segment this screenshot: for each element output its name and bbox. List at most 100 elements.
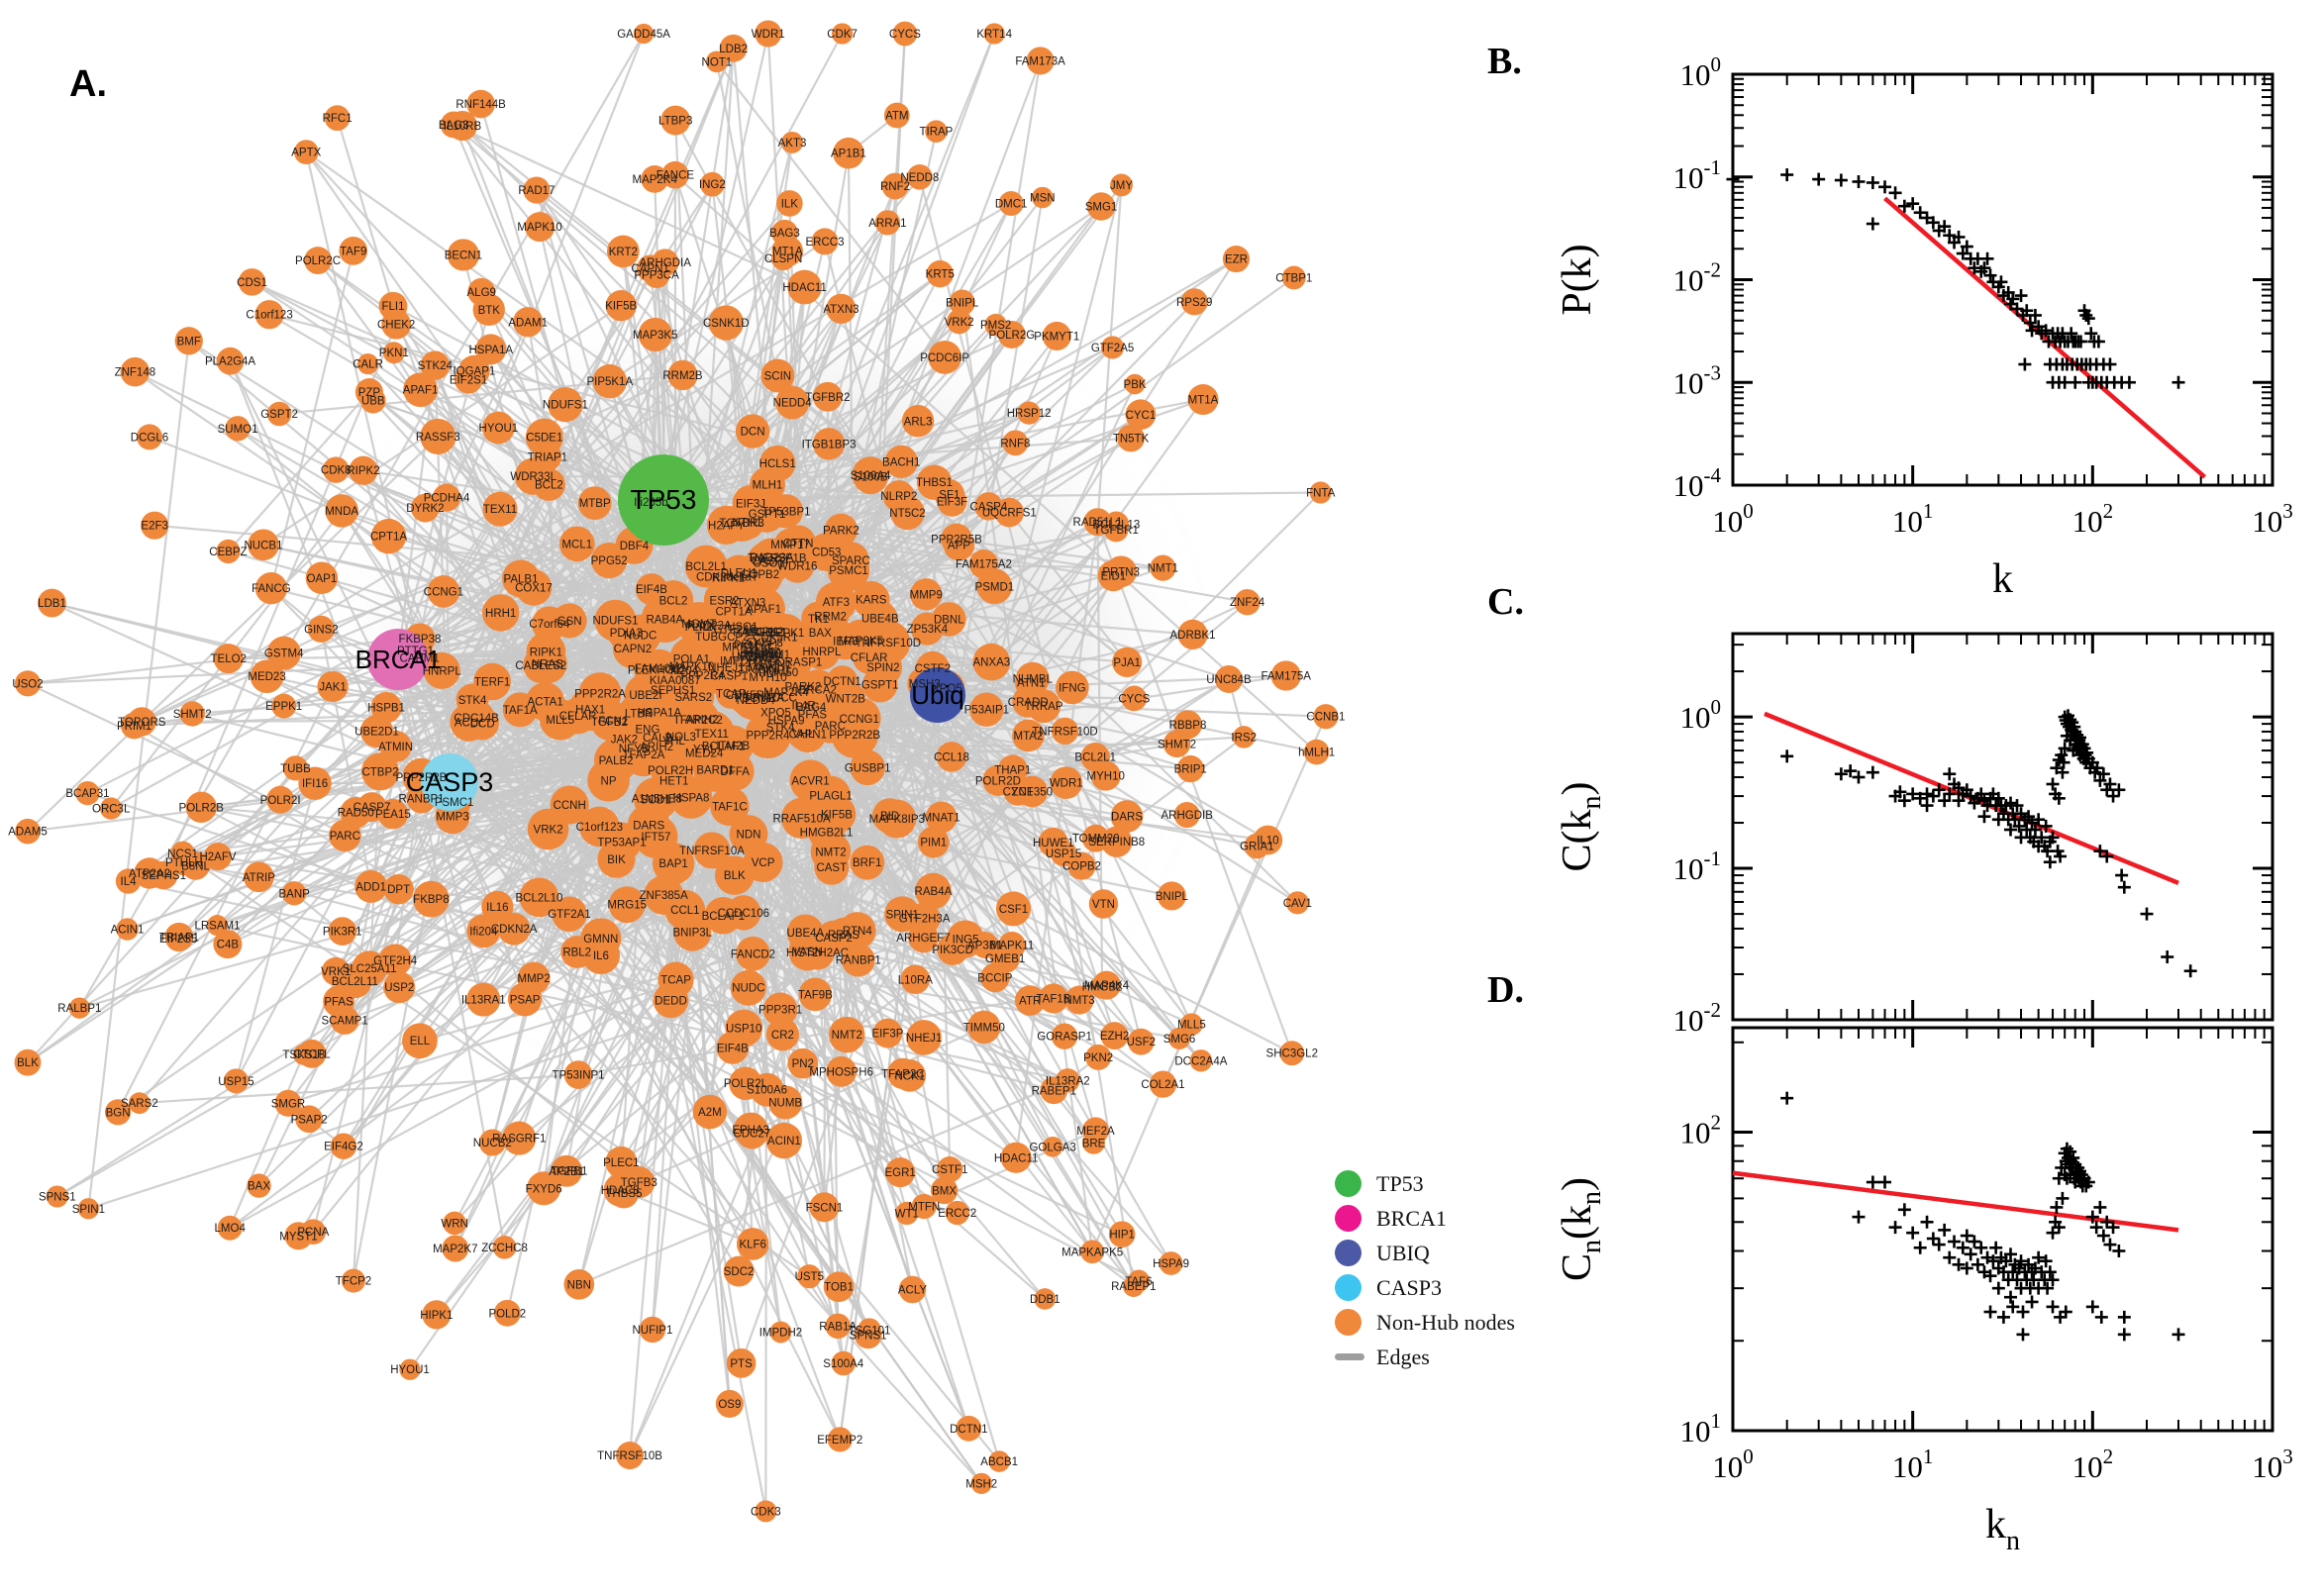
gene-label: USP10 <box>726 1024 761 1036</box>
gene-label: UBE4B <box>861 613 899 625</box>
gene-label: ACLY <box>454 718 484 730</box>
network-node <box>223 1068 249 1094</box>
gene-label: ARIH2 <box>685 714 719 726</box>
gene-label: BCL2L1 <box>1074 752 1116 764</box>
axis-ticks <box>1731 635 2274 1022</box>
gene-label: NUDC <box>624 630 656 642</box>
network-edge <box>216 499 664 927</box>
gene-label: MLH1 <box>753 480 783 492</box>
gene-label: DMC1 <box>995 198 1028 210</box>
network-edge <box>831 701 1029 869</box>
gene-label: MAPK10 <box>517 222 561 234</box>
network-node <box>833 137 864 169</box>
gene-label: AKT3 <box>778 138 807 150</box>
gene-label: ILK <box>699 622 717 634</box>
gene-label: DARS <box>633 821 664 833</box>
network-node <box>898 1275 927 1304</box>
network-node <box>736 936 770 971</box>
gene-label: MEF2A <box>1076 1126 1115 1138</box>
tick-label: 10-2 <box>1673 998 1722 1038</box>
gene-label: BECN1 <box>445 249 482 261</box>
gene-label: C1orf123 <box>246 310 292 322</box>
gene-label: NBN <box>567 1279 591 1291</box>
network-node <box>1014 985 1046 1016</box>
network-edge <box>937 529 1117 696</box>
gene-label: ERCC3 <box>806 237 845 249</box>
network-edge <box>139 1073 579 1105</box>
gene-label: PSAP <box>510 994 541 1006</box>
gene-label: CPT1A <box>370 532 407 544</box>
network-node <box>828 1016 865 1053</box>
gene-label: GINS2 <box>304 624 339 636</box>
gene-label: DDB1 <box>1030 1294 1060 1306</box>
gene-label: USP15 <box>1046 848 1081 860</box>
gene-label: FKBP8 <box>413 894 449 906</box>
gene-label: FCN1 <box>598 716 628 728</box>
gene-label: RTN4 <box>843 926 872 938</box>
network-node <box>266 785 295 814</box>
network-node <box>360 752 400 791</box>
network-edge <box>446 321 530 499</box>
gene-label: MAP3K5 <box>633 330 677 342</box>
network-node <box>1110 173 1133 197</box>
network-edge <box>732 1047 1123 1236</box>
gene-label: ZNF350 <box>1011 786 1053 798</box>
gene-label: RANBP1 <box>836 955 881 967</box>
network-edge <box>27 781 451 1064</box>
gene-label: BAP1 <box>658 858 687 870</box>
network-node <box>1127 1269 1151 1293</box>
network-node <box>1285 891 1309 915</box>
gene-label: SCAMP1 <box>321 1015 367 1027</box>
network-node <box>925 801 958 834</box>
gene-label: JAK1 <box>319 681 347 693</box>
network-node <box>330 1133 357 1159</box>
gene-label: BAG3 <box>769 228 800 240</box>
gene-label: CASP4 <box>752 556 789 568</box>
gene-label: GTF2H3A <box>899 914 951 926</box>
gene-label: ACLY <box>898 1284 928 1296</box>
casp3-dot-icon <box>1335 1274 1362 1301</box>
network-node <box>247 1173 271 1198</box>
gene-label: NLRP2 <box>880 491 917 503</box>
gene-label: SPIN2 <box>866 662 899 674</box>
gene-label: MTA2 <box>1014 731 1044 743</box>
gene-label: CAPN2 <box>614 644 652 655</box>
gene-label: PARC <box>330 831 360 843</box>
gene-label: CCNG1 <box>424 586 463 598</box>
gene-label: MCL1 <box>561 539 592 550</box>
gene-label: IL13RA1 <box>461 995 506 1007</box>
gene-label: POLR2I <box>260 795 301 807</box>
tick-label: 102 <box>2072 1445 2114 1484</box>
network-node <box>213 930 243 959</box>
gene-label: CSF1 <box>999 904 1028 916</box>
hub-label-ubiq: Ubiq <box>911 680 963 710</box>
network-node <box>68 997 91 1019</box>
gene-label: NMT2 <box>815 847 846 858</box>
network-node <box>548 386 583 423</box>
gene-label: RNF144B <box>455 99 506 111</box>
gene-label: UST5 <box>795 1271 824 1283</box>
gene-label: C5DE1 <box>526 433 562 445</box>
network-node <box>969 692 1004 727</box>
network-node <box>523 176 551 204</box>
gene-label: ACVR1 <box>791 775 829 787</box>
gene-label: LDB1 <box>38 598 66 610</box>
gene-label: TIMM50 <box>963 1022 1005 1034</box>
gene-label: AP1B1 <box>831 149 866 160</box>
gene-label: CDC27 <box>733 1129 770 1141</box>
gene-label: ATMIN <box>378 742 413 753</box>
network-edge <box>217 658 399 857</box>
gene-label: RIPK2 <box>347 465 379 477</box>
gene-label: APTX <box>291 148 321 159</box>
network-node <box>527 1171 561 1206</box>
network-node <box>831 23 854 45</box>
network-node <box>661 160 689 189</box>
legend-label-edges: Edges <box>1376 1344 1430 1369</box>
gene-label: VRK2 <box>945 317 974 329</box>
tick-label: 102 <box>1680 1111 1722 1150</box>
network-node <box>826 1055 858 1087</box>
gene-label: GMEB1 <box>985 953 1025 965</box>
network-edge <box>392 813 1068 1082</box>
gene-label: CCNB1 <box>1306 712 1345 724</box>
gene-label: PSMC1 <box>435 797 474 809</box>
